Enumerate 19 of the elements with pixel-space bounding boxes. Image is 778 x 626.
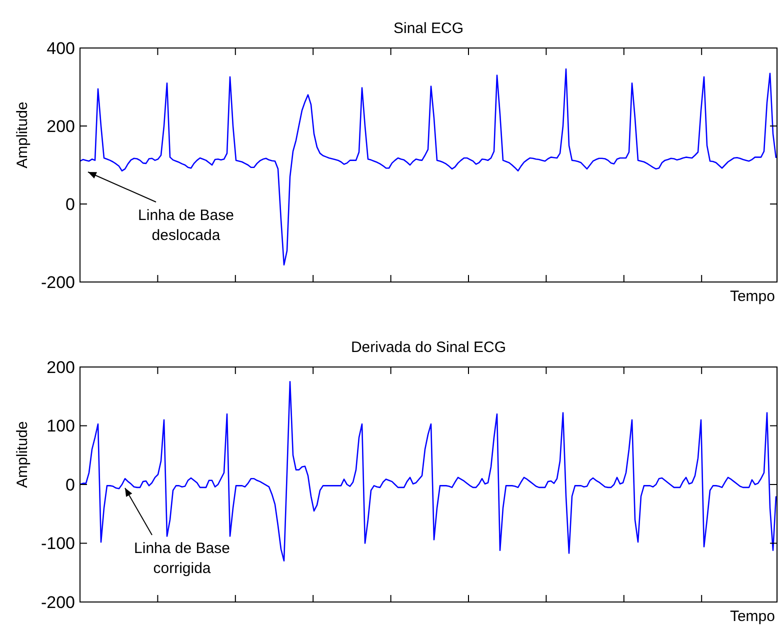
chart-title: Derivada do Sinal ECG (350, 339, 506, 356)
y-tick-label: -100 (40, 534, 75, 554)
y-tick-label: 0 (66, 475, 75, 494)
x-axis-title: Tempo (730, 608, 775, 625)
y-tick-label: 200 (46, 358, 75, 377)
y-tick-label: 100 (46, 416, 75, 436)
y-tick-label: 0 (66, 194, 75, 214)
y-tick-label: -200 (40, 592, 75, 612)
line-series (80, 381, 777, 562)
annotation: Linha de Base deslocada (138, 207, 234, 244)
y-tick-label: 200 (46, 116, 75, 136)
chart-title: Sinal ECG (393, 20, 464, 37)
y-axis-title: Amplitude (14, 421, 31, 488)
y-axis-title: Amplitude (14, 102, 31, 168)
y-tick-label: -200 (40, 272, 75, 292)
line-series (80, 68, 777, 266)
x-axis-title: Tempo (730, 288, 775, 305)
y-tick-label: 400 (46, 38, 75, 58)
annotation: Linha de Base corrigida (134, 540, 230, 577)
